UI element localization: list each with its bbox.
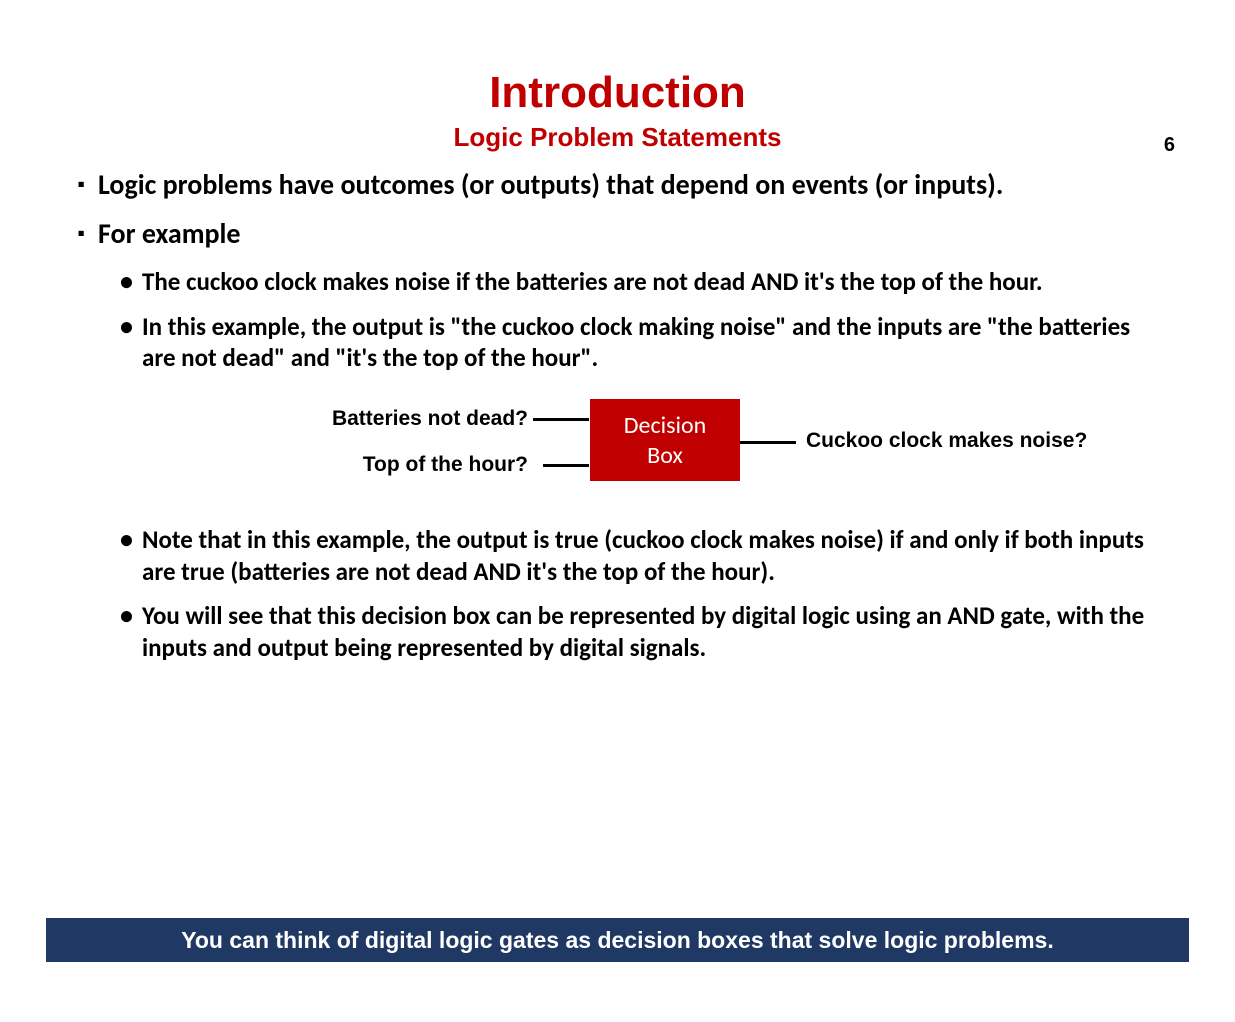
- sub-bullet-bottom-2: You will see that this decision box can …: [120, 599, 1165, 663]
- sub-bullet-top-1: The cuckoo clock makes noise if the batt…: [120, 265, 1165, 298]
- diagram-connector-2: [543, 464, 589, 467]
- diagram-connector-1: [533, 418, 589, 421]
- page-number: 6: [1164, 134, 1175, 157]
- footer-callout: You can think of digital logic gates as …: [46, 918, 1189, 962]
- diagram-input-2: Top of the hour?: [238, 453, 528, 477]
- diagram-input-1: Batteries not dead?: [238, 407, 528, 431]
- content-area: Logic problems have outcomes (or outputs…: [78, 167, 1165, 663]
- sub-bullet-bottom-1: Note that in this example, the output is…: [120, 523, 1165, 587]
- decision-box: Decision Box: [590, 399, 740, 481]
- bullet-top-2: For example: [78, 216, 1165, 251]
- diagram-output: Cuckoo clock makes noise?: [806, 429, 1087, 453]
- decision-box-line-2: Box: [647, 441, 683, 470]
- title-sub: Logic Problem Statements: [0, 122, 1235, 153]
- sub-bullet-top-2: In this example, the output is "the cuck…: [120, 310, 1165, 374]
- diagram-connector-3: [740, 441, 796, 444]
- bullet-top-1: Logic problems have outcomes (or outputs…: [78, 167, 1165, 202]
- decision-box-line-1: Decision: [624, 411, 707, 440]
- decision-diagram: Batteries not dead? Top of the hour? Dec…: [78, 391, 1165, 501]
- slide: 6 Introduction Logic Problem Statements …: [0, 68, 1235, 1022]
- title-main: Introduction: [0, 68, 1235, 118]
